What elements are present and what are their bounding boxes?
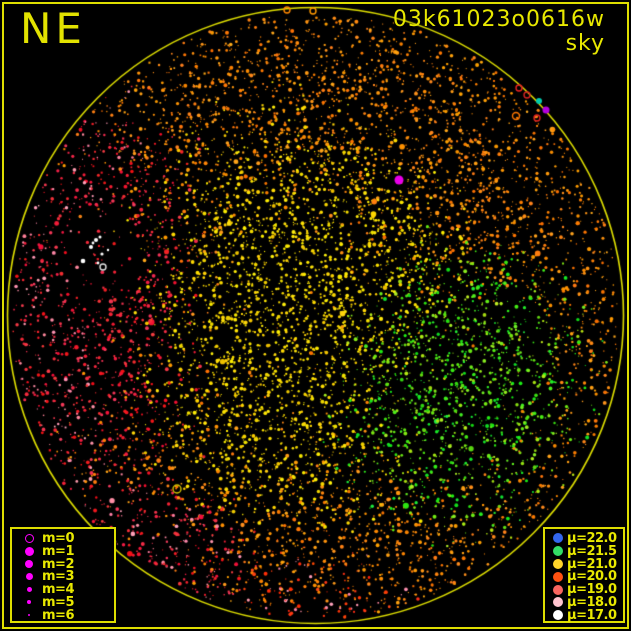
surface-brightness-legend: μ=22.0 μ=21.5 μ=21.0 μ=20.0 μ=19.0 μ=18.0 μ=17…	[543, 527, 625, 623]
filled-circle-icon	[25, 559, 33, 568]
mu-label: μ=22.0	[567, 530, 617, 546]
magnitude-legend-item: m=2	[16, 556, 112, 572]
mu-label: μ=19.0	[567, 582, 617, 598]
mu-legend-item: μ=20.0	[549, 569, 621, 585]
mu-symbol	[549, 597, 567, 608]
magnitude-symbol	[16, 573, 42, 581]
mu-legend-item: μ=21.5	[549, 543, 621, 559]
magnitude-symbol	[16, 533, 42, 543]
magnitude-legend-item: m=5	[16, 594, 112, 610]
magnitude-legend-item: m=3	[16, 569, 112, 585]
mu-symbol	[549, 571, 567, 582]
mu-legend-item: μ=21.0	[549, 556, 621, 572]
magnitude-label: m=0	[42, 530, 74, 546]
filled-circle-icon	[553, 546, 563, 557]
filled-circle-icon	[24, 546, 34, 556]
magnitude-legend-item: m=0	[16, 530, 112, 546]
magnitude-symbol	[16, 559, 42, 568]
mu-symbol	[549, 546, 567, 557]
filled-circle-icon	[25, 573, 33, 581]
magnitude-symbol	[16, 613, 42, 617]
filled-circle-icon	[27, 613, 31, 617]
mu-label: μ=20.0	[567, 569, 617, 585]
chart-subtitle: sky	[565, 31, 605, 56]
filled-circle-icon	[553, 597, 563, 608]
mu-symbol	[549, 533, 567, 544]
magnitude-legend: m=0 m=1 m=2 m=3 m=4 m=5 m=6	[10, 527, 116, 623]
filled-circle-icon	[26, 587, 32, 593]
mu-symbol	[549, 610, 567, 621]
filled-circle-icon	[553, 610, 563, 621]
magnitude-legend-rows: m=0 m=1 m=2 m=3 m=4 m=5 m=6	[16, 530, 112, 623]
filled-circle-icon	[553, 571, 563, 582]
mu-legend-item: μ=17.0	[549, 607, 621, 623]
magnitude-label: m=1	[42, 543, 74, 559]
magnitude-symbol	[16, 587, 42, 593]
magnitude-label: m=6	[42, 607, 74, 623]
magnitude-symbol	[16, 546, 42, 556]
magnitude-label: m=4	[42, 582, 74, 598]
magnitude-legend-item: m=4	[16, 582, 112, 598]
chart-title: 03k61023o0616w	[392, 7, 605, 32]
mu-legend-item: μ=18.0	[549, 594, 621, 610]
magnitude-legend-item: m=1	[16, 543, 112, 559]
magnitude-symbol	[16, 600, 42, 605]
mu-legend-item: μ=22.0	[549, 530, 621, 546]
mu-label: μ=21.5	[567, 543, 617, 559]
mu-legend-rows: μ=22.0 μ=21.5 μ=21.0 μ=20.0 μ=19.0 μ=18.0 μ=17…	[549, 530, 621, 623]
mu-label: μ=18.0	[567, 594, 617, 610]
filled-circle-icon	[553, 558, 563, 569]
open-circle-icon	[24, 533, 34, 543]
orientation-label: NE	[20, 4, 86, 53]
magnitude-label: m=3	[42, 569, 74, 585]
filled-circle-icon	[553, 584, 563, 595]
filled-circle-icon	[27, 600, 31, 605]
magnitude-legend-item: m=6	[16, 607, 112, 623]
mu-symbol	[549, 584, 567, 595]
magnitude-label: m=5	[42, 594, 74, 610]
magnitude-label: m=2	[42, 556, 74, 572]
mu-legend-item: μ=19.0	[549, 582, 621, 598]
filled-circle-icon	[553, 533, 563, 544]
title-block: 03k61023o0616w sky	[393, 8, 605, 56]
mu-symbol	[549, 558, 567, 569]
mu-label: μ=17.0	[567, 607, 617, 623]
mu-label: μ=21.0	[567, 556, 617, 572]
